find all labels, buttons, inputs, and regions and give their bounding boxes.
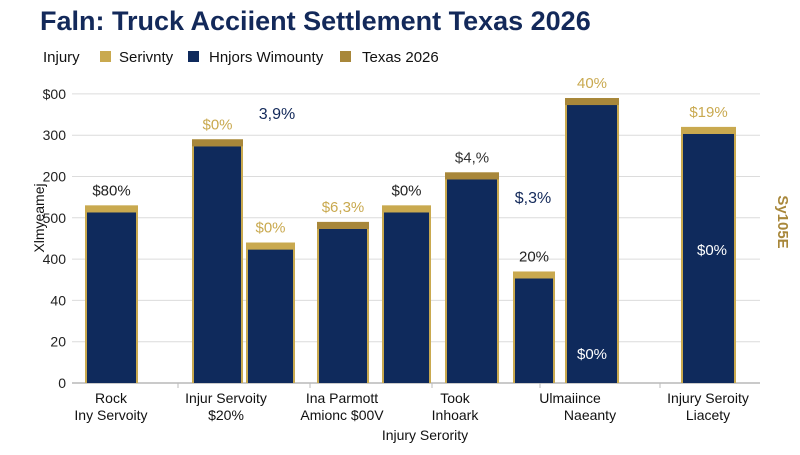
y-tick-label: 0 <box>58 375 66 391</box>
x-tick-label: Naeanty <box>564 407 616 423</box>
x-tick-label: Iny Servoity <box>74 407 147 423</box>
legend-label: Injury <box>43 49 80 66</box>
data-label: 40% <box>577 75 607 92</box>
data-label: $19% <box>689 104 727 121</box>
annotation-2: $0% <box>697 242 727 259</box>
bar <box>319 228 367 383</box>
bar <box>447 179 497 383</box>
x-tick-label: Ulmaiince <box>539 390 601 406</box>
data-label: $4,% <box>455 149 489 166</box>
bar-cap <box>382 205 431 213</box>
bar <box>567 105 617 383</box>
bar <box>87 212 136 383</box>
x-tick-label: Rock <box>95 390 128 406</box>
y-tick-label: 40 <box>50 292 66 308</box>
data-label: $6,3% <box>322 199 365 216</box>
bar <box>384 212 429 383</box>
y-axis-label: Xlmyeamej <box>31 183 47 252</box>
x-tick-label: Liacety <box>686 407 730 423</box>
annotation-1: $,3% <box>515 190 551 207</box>
y-tick-label: 20 <box>50 334 66 350</box>
bar <box>194 146 241 383</box>
bar-cap <box>565 98 619 106</box>
bar-cap <box>85 205 138 213</box>
x-tick-label: Inhoark <box>432 407 480 423</box>
bar-cap <box>192 139 243 147</box>
data-label: $80% <box>92 182 130 199</box>
bar-cap <box>246 242 295 250</box>
bar <box>515 278 553 383</box>
x-axis-label: Injury Serority <box>382 427 468 443</box>
x-tick-label: Took <box>440 390 471 406</box>
x-tick-label: Injur Servoity <box>185 390 267 406</box>
legend: Injury Serivnty Hnjors Wimounty Texas 20… <box>43 49 439 66</box>
legend-swatch-2 <box>340 51 351 62</box>
y-tick-label: 200 <box>43 169 67 185</box>
x-tick-label: Ina Parmott <box>306 390 378 406</box>
x-tick-label: Injury Seroity <box>667 390 749 406</box>
legend-entry-2: Texas 2026 <box>362 49 439 66</box>
data-label: 20% <box>519 248 549 265</box>
bar-cap <box>681 126 736 134</box>
data-label: $0% <box>202 116 232 133</box>
x-tick-label: Amionc $00V <box>300 407 384 423</box>
y-tick-label: 300 <box>43 127 67 143</box>
bar-cap <box>445 172 499 180</box>
bar-cap <box>317 221 369 229</box>
legend-entry-1: Hnjors Wimounty <box>209 49 324 66</box>
bar-cap <box>513 271 555 279</box>
right-axis-label: Sy105E <box>774 195 791 248</box>
legend-swatch-1 <box>188 51 199 62</box>
y-tick-label: 400 <box>43 251 67 267</box>
annotation-3: $0% <box>577 346 607 363</box>
annotation-0: 3,9% <box>259 106 295 123</box>
legend-entry-0: Serivnty <box>119 49 174 66</box>
data-label: $0% <box>255 220 285 237</box>
legend-swatch-0 <box>100 51 111 62</box>
y-tick-label: $00 <box>43 86 67 102</box>
bar <box>683 133 734 383</box>
chart-title: Faln: Truck Acciient Settlement Texas 20… <box>40 6 591 36</box>
bar <box>248 249 293 383</box>
y-tick-label: 500 <box>43 210 67 226</box>
data-label: $0% <box>391 182 421 199</box>
x-tick-label: $20% <box>208 407 244 423</box>
